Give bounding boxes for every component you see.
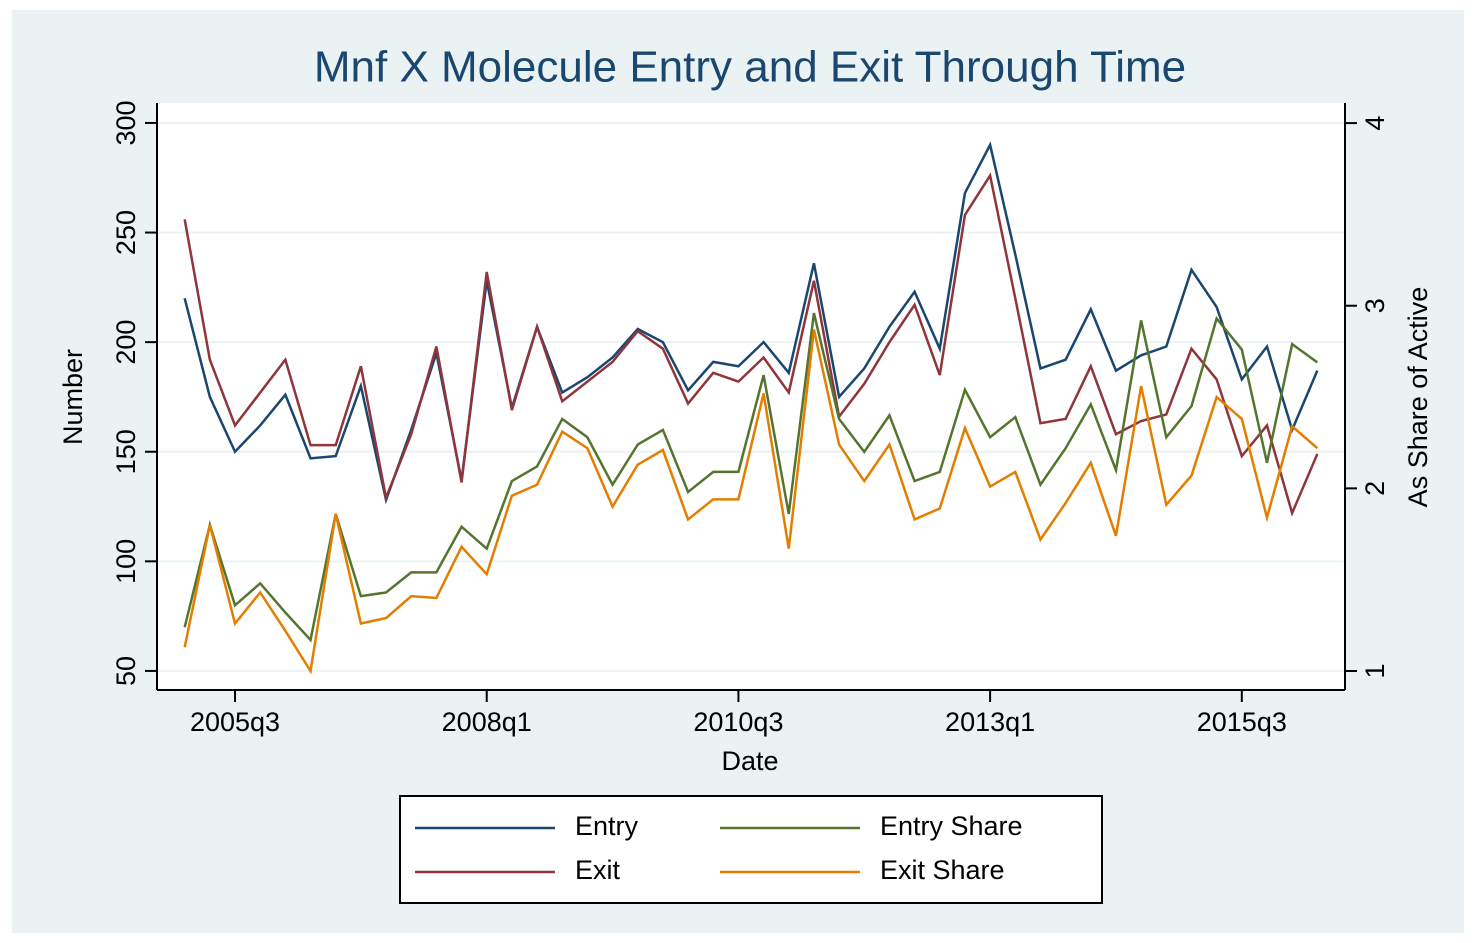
y2-tick-label: 1 xyxy=(1360,663,1390,678)
series-line xyxy=(183,329,1319,675)
chart-title: Mnf X Molecule Entry and Exit Through Ti… xyxy=(314,43,1186,92)
y-tick-label: 100 xyxy=(111,539,141,584)
x-tick-label: 2015q3 xyxy=(1197,707,1287,737)
legend-label: Exit xyxy=(575,855,621,885)
x-tick-label: 2010q3 xyxy=(693,707,783,737)
plot-area xyxy=(157,103,1345,690)
x-tick-label: 2008q1 xyxy=(442,707,532,737)
x-tick-label: 2005q3 xyxy=(190,707,280,737)
y2-axis-title: As Share of Active xyxy=(1403,287,1433,508)
series-line xyxy=(183,172,1319,517)
legend-label: Exit Share xyxy=(880,855,1005,885)
legend-box xyxy=(399,795,1103,904)
y-axis-title: Number xyxy=(58,349,88,445)
x-axis-title: Date xyxy=(721,746,778,776)
y2-tick-label: 2 xyxy=(1360,481,1390,496)
legend-label: Entry xyxy=(575,811,639,841)
y-tick-label: 250 xyxy=(111,210,141,255)
series-line xyxy=(183,141,1319,505)
y2-tick-label: 3 xyxy=(1360,298,1390,313)
y-tick-label: 200 xyxy=(111,320,141,365)
x-tick-label: 2013q1 xyxy=(945,707,1035,737)
series-line xyxy=(183,312,1319,643)
y2-tick-label: 4 xyxy=(1360,116,1390,131)
y-tick-label: 150 xyxy=(111,429,141,474)
y-tick-label: 50 xyxy=(111,656,141,686)
y-tick-label: 300 xyxy=(111,100,141,145)
legend-label: Entry Share xyxy=(880,811,1023,841)
